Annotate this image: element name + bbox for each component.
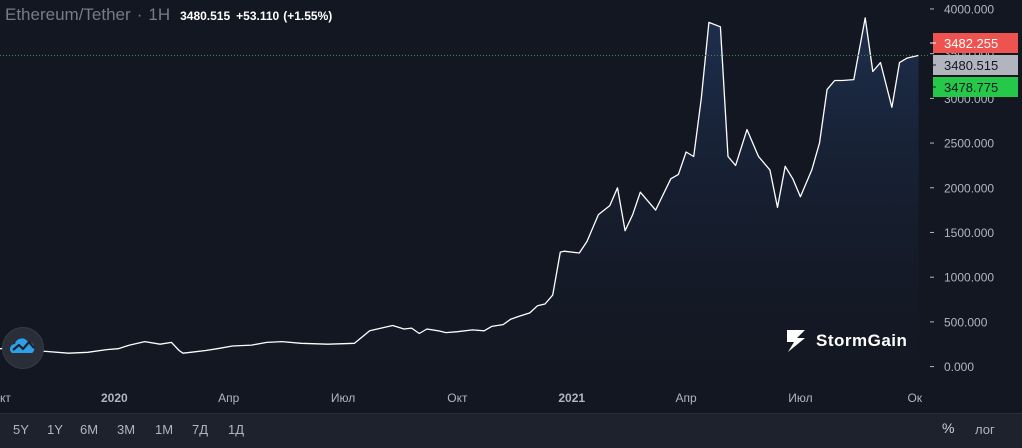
price-change: +53.110 xyxy=(236,9,280,23)
range-7d-button[interactable]: 7Д xyxy=(192,422,209,437)
chart-header: Ethereum/Tether · 1H 3480.515 +53.110 (+… xyxy=(5,5,332,25)
last-price: 3480.515 xyxy=(180,9,231,23)
y-tick-label: 1000.000 xyxy=(944,271,994,285)
x-tick-label: 2020 xyxy=(101,391,128,405)
brand-name: StormGain xyxy=(816,331,908,350)
y-tick-label: 1500.000 xyxy=(944,226,994,240)
symbol-name[interactable]: Ethereum/Tether xyxy=(5,5,131,24)
x-tick-label: кт xyxy=(0,391,11,405)
x-tick-label: Июл xyxy=(788,391,812,405)
y-tick-label: 0.000 xyxy=(944,360,974,374)
x-tick-label: Окт xyxy=(447,391,468,405)
bottom-toolbar: 5Y 1Y 6M 3M 1M 7Д 1Д % лог xyxy=(0,413,1022,448)
price-tag-label: 3482.255 xyxy=(944,36,998,51)
percent-scale-toggle[interactable]: % xyxy=(942,420,955,436)
price-tag-bg xyxy=(933,55,1018,75)
price-tag-bg xyxy=(933,77,1018,97)
y-tick-label: 4000.000 xyxy=(944,2,994,16)
price-change-percent: (+1.55%) xyxy=(283,9,333,23)
range-3m-button[interactable]: 3M xyxy=(117,422,136,437)
price-tag-label: 3478.775 xyxy=(944,80,998,95)
cloud-chart-icon xyxy=(10,338,35,353)
log-scale-toggle[interactable]: лог xyxy=(975,422,995,437)
price-tag-label: 3480.515 xyxy=(944,58,998,73)
y-tick-label: 2500.000 xyxy=(944,137,994,151)
range-1y-button[interactable]: 1Y xyxy=(47,422,63,437)
y-tick-label: 2000.000 xyxy=(944,181,994,195)
x-tick-label: Апр xyxy=(218,391,240,405)
range-1d-button[interactable]: 1Д xyxy=(228,422,245,437)
timeframe-label[interactable]: 1H xyxy=(148,5,171,24)
price-line xyxy=(0,17,919,354)
price-area-fill xyxy=(0,17,919,381)
x-tick-label: Ок xyxy=(907,391,922,405)
price-tag-bg xyxy=(933,33,1018,53)
range-5y-button[interactable]: 5Y xyxy=(13,422,29,437)
stormgain-logo-icon xyxy=(787,330,805,352)
brand-watermark: StormGain xyxy=(784,328,907,354)
range-6m-button[interactable]: 6M xyxy=(80,422,99,437)
x-tick-label: Апр xyxy=(675,391,697,405)
chart-logo-button[interactable] xyxy=(2,327,44,369)
header-separator: · xyxy=(136,5,143,24)
range-1m-button[interactable]: 1M xyxy=(155,422,174,437)
y-tick-label: 500.000 xyxy=(944,315,988,329)
x-tick-label: 2021 xyxy=(558,391,585,405)
x-tick-label: Июл xyxy=(331,391,355,405)
